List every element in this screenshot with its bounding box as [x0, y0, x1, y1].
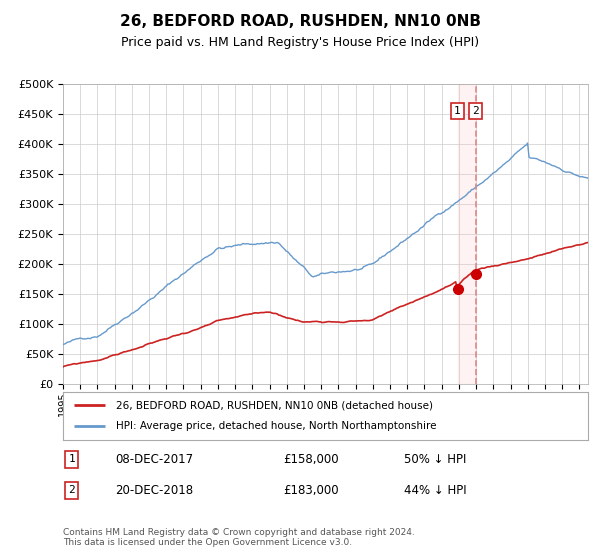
Text: £183,000: £183,000 — [284, 484, 339, 497]
Text: 44% ↓ HPI: 44% ↓ HPI — [404, 484, 467, 497]
Text: 20-DEC-2018: 20-DEC-2018 — [115, 484, 194, 497]
Text: 26, BEDFORD ROAD, RUSHDEN, NN10 0NB: 26, BEDFORD ROAD, RUSHDEN, NN10 0NB — [119, 14, 481, 29]
Text: 2: 2 — [68, 486, 75, 495]
Text: 50% ↓ HPI: 50% ↓ HPI — [404, 453, 467, 466]
Text: HPI: Average price, detached house, North Northamptonshire: HPI: Average price, detached house, Nort… — [115, 421, 436, 431]
Bar — [458, 84, 476, 384]
Text: Price paid vs. HM Land Registry's House Price Index (HPI): Price paid vs. HM Land Registry's House … — [121, 36, 479, 49]
Text: 1: 1 — [68, 454, 75, 464]
Text: 2: 2 — [472, 106, 479, 116]
Text: Contains HM Land Registry data © Crown copyright and database right 2024.
This d: Contains HM Land Registry data © Crown c… — [63, 528, 415, 547]
Text: 1: 1 — [454, 106, 461, 116]
Text: 26, BEDFORD ROAD, RUSHDEN, NN10 0NB (detached house): 26, BEDFORD ROAD, RUSHDEN, NN10 0NB (det… — [115, 400, 433, 410]
Text: 08-DEC-2017: 08-DEC-2017 — [115, 453, 194, 466]
Text: £158,000: £158,000 — [284, 453, 339, 466]
